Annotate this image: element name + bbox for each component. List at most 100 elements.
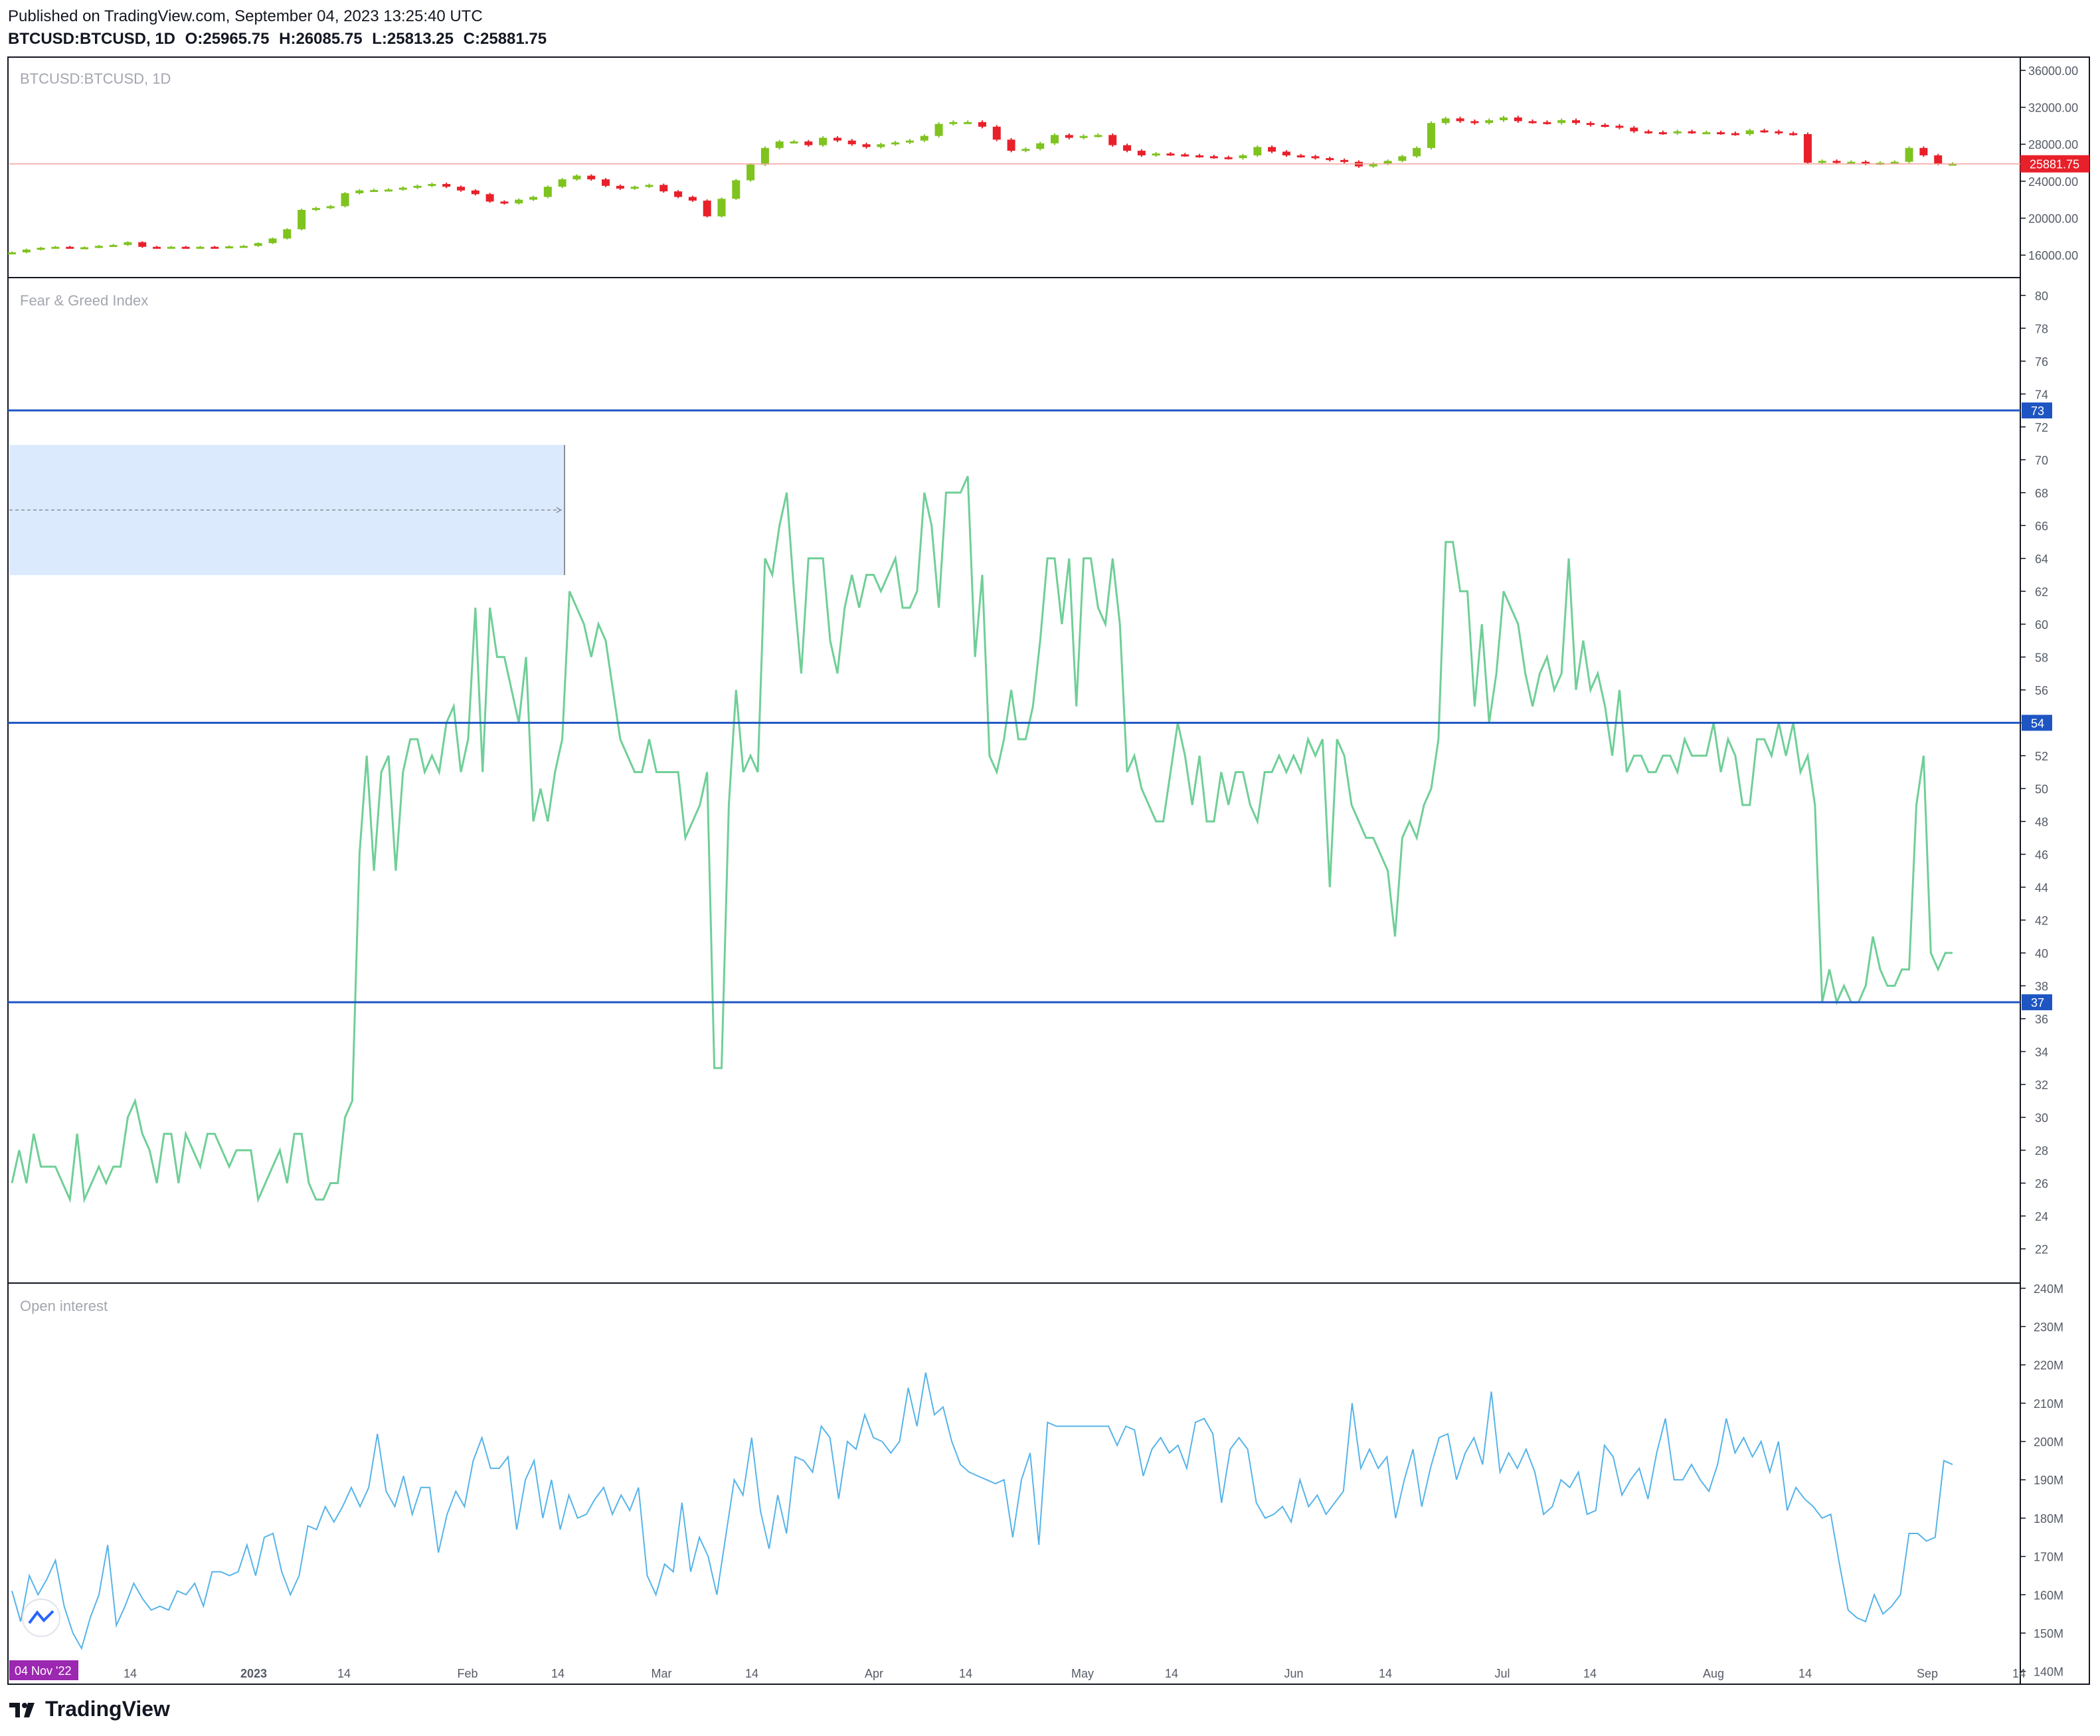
time-tick-label: May <box>1071 1667 1094 1680</box>
candle-body <box>1847 161 1856 164</box>
candle-body <box>703 201 711 217</box>
candle-body <box>500 201 509 204</box>
ohlc-low: L:25813.25 <box>372 30 454 48</box>
candle-body <box>1760 130 1769 133</box>
fg-tick-label: 22 <box>2035 1243 2048 1256</box>
fg-tick-label: 32 <box>2035 1079 2048 1092</box>
fg-tick-label: 64 <box>2035 553 2048 566</box>
candle-body <box>920 135 928 141</box>
fear-greed-line <box>11 476 1953 1203</box>
fg-tick-label: 74 <box>2035 388 2048 401</box>
candle-body <box>1601 125 1609 127</box>
price-axis: 36000.00 32000.00 28000.00 24000.00 20000.00… <box>2020 64 2089 262</box>
start-date-label: 04 Nov '22 <box>15 1664 72 1678</box>
time-tick-label: 2023 <box>240 1667 267 1680</box>
candle-body <box>109 244 118 247</box>
candle-body <box>1949 163 1957 166</box>
candle-body <box>1775 131 1783 133</box>
candle-body <box>1369 163 1377 167</box>
candle-body <box>1195 155 1204 157</box>
candle-body <box>1094 135 1102 137</box>
price-tick-label: 20000.00 <box>2028 213 2078 226</box>
fg-tick-label: 80 <box>2035 290 2048 303</box>
candle-body <box>1166 153 1175 156</box>
candle-body <box>1340 159 1349 162</box>
candle-body <box>746 164 755 181</box>
last-price-badge <box>2020 155 2089 173</box>
open-interest-pane[interactable] <box>7 1282 2021 1685</box>
candle-body <box>1745 130 1754 134</box>
level-badge-label: 73 <box>2031 404 2044 418</box>
fg-tick-label: 28 <box>2035 1144 2048 1158</box>
candle-body <box>66 246 74 249</box>
time-tick-label: Mar <box>652 1667 672 1680</box>
candle-body <box>1108 135 1117 145</box>
candle-body <box>804 141 813 145</box>
candle-body <box>1586 123 1595 126</box>
candle-body <box>326 206 335 209</box>
candle-body <box>558 179 567 187</box>
time-tick-label: Aug <box>1703 1667 1724 1680</box>
candle-body <box>587 175 596 180</box>
candle-body <box>1470 121 1479 124</box>
candle-body <box>442 184 451 187</box>
fg-tick-label: 62 <box>2035 585 2048 598</box>
candle-body <box>355 190 364 193</box>
level-badge <box>2022 994 2052 1011</box>
fg-tick-label: 72 <box>2035 421 2048 434</box>
candle-body <box>1209 156 1218 159</box>
candle-body <box>211 246 219 249</box>
candle-body <box>1268 147 1276 152</box>
ohlc-high: H:26085.75 <box>279 30 363 48</box>
candle-body <box>428 184 436 187</box>
candle-body <box>1934 155 1943 164</box>
candle-body <box>1688 131 1696 133</box>
candle-body <box>891 142 900 145</box>
candle-body <box>1253 147 1262 155</box>
candle-body <box>398 187 407 190</box>
candle-body <box>717 199 726 217</box>
candle-body <box>370 190 379 193</box>
candle-body <box>1890 161 1899 164</box>
candle-body <box>1441 118 1450 124</box>
fg-tick-label: 42 <box>2035 914 2048 927</box>
candle-body <box>341 193 349 207</box>
candle-body <box>790 141 798 144</box>
candle-body <box>515 199 523 204</box>
oi-tick-label: 160M <box>2034 1589 2063 1602</box>
candle-body <box>283 229 292 239</box>
candle-body <box>529 197 538 200</box>
tradingview-brand: TradingView <box>45 1697 170 1721</box>
fg-tick-label: 68 <box>2035 487 2048 500</box>
candle-body <box>978 122 986 127</box>
oi-tick-label: 200M <box>2034 1436 2063 1449</box>
candle-body <box>833 137 841 141</box>
candle-body <box>572 175 581 180</box>
candle-body <box>153 246 161 249</box>
candle-body <box>602 179 610 186</box>
candle-body <box>485 194 494 202</box>
price-pane-title: BTCUSD:BTCUSD, 1D <box>20 70 171 87</box>
fear-greed-pane[interactable] <box>7 277 2021 1284</box>
candle-body <box>1239 155 1247 159</box>
price-pane[interactable] <box>7 56 2021 278</box>
candle-body <box>1413 147 1421 157</box>
oi-tick-label: 190M <box>2034 1474 2063 1487</box>
time-tick-label: 14 <box>959 1667 972 1680</box>
candle-body <box>22 249 31 252</box>
candle-body <box>1311 156 1320 159</box>
symbol-label: BTCUSD:BTCUSD, 1D <box>8 30 175 48</box>
candle-body <box>1065 135 1073 138</box>
oi-tick-label: 240M <box>2034 1282 2063 1296</box>
time-tick-label: 14 <box>124 1667 137 1680</box>
candle-body <box>254 243 262 246</box>
candle-body <box>1717 132 1725 135</box>
candle-body <box>1731 133 1739 135</box>
candle-body <box>1818 161 1826 163</box>
ohlc-open: O:25965.75 <box>185 30 270 48</box>
time-tick-label: 14 <box>1798 1667 1812 1680</box>
time-tick-label: 14 <box>2012 1667 2026 1680</box>
candle-body <box>674 191 683 197</box>
fear-greed-plot <box>8 409 2020 1203</box>
